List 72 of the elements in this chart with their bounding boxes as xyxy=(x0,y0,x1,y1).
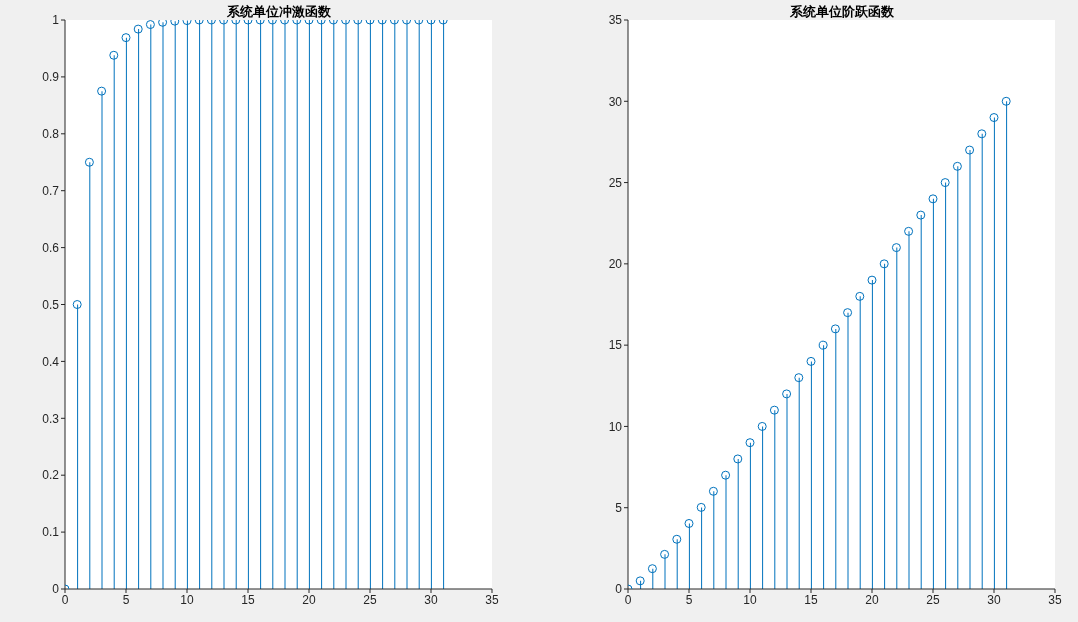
point xyxy=(672,534,682,544)
point xyxy=(952,161,962,171)
y-tick-label: 0.1 xyxy=(42,525,60,540)
point xyxy=(794,373,804,383)
x-tick-label: 10 xyxy=(743,592,757,607)
point xyxy=(940,178,950,188)
y-tick-label: 0.6 xyxy=(42,240,60,255)
y-tick-label: 15 xyxy=(608,338,623,353)
point xyxy=(782,389,792,399)
x-tick-label: 25 xyxy=(363,592,377,607)
y-tick-label: 0.5 xyxy=(42,297,60,312)
point xyxy=(708,486,718,496)
x-tick-label: 25 xyxy=(926,592,940,607)
point xyxy=(818,340,828,350)
point xyxy=(989,113,999,123)
point xyxy=(855,291,865,301)
x-tick-label: 35 xyxy=(485,592,499,607)
y-tick-label: 0.7 xyxy=(42,183,60,198)
x-tick-label: 30 xyxy=(987,592,1001,607)
point xyxy=(977,129,987,139)
point xyxy=(806,356,816,366)
point xyxy=(684,518,694,528)
point xyxy=(72,300,82,309)
x-tick-label: 5 xyxy=(685,592,693,607)
point xyxy=(1001,96,1011,106)
x-tick-label: 15 xyxy=(241,592,255,607)
point xyxy=(158,20,168,27)
point xyxy=(891,243,901,253)
x-tick-label: 20 xyxy=(302,592,316,607)
y-tick-label: 0.8 xyxy=(42,127,60,142)
x-tick-label: 30 xyxy=(424,592,438,607)
chart-title: 系统单位冲激函数 xyxy=(225,3,332,21)
chart-title: 系统单位阶跃函数 xyxy=(788,3,895,21)
point xyxy=(879,259,889,269)
point xyxy=(904,226,914,236)
y-tick-label: 25 xyxy=(608,175,623,190)
point xyxy=(660,549,670,559)
point xyxy=(84,157,94,167)
point xyxy=(696,502,706,512)
y-tick-label: 1 xyxy=(52,13,60,28)
y-tick-label: 30 xyxy=(608,94,623,109)
point xyxy=(769,405,779,415)
point xyxy=(745,438,755,448)
y-tick-label: 35 xyxy=(608,13,623,28)
point xyxy=(635,576,645,586)
y-tick-label: 10 xyxy=(608,419,623,434)
point xyxy=(843,308,853,318)
point xyxy=(757,421,767,431)
y-tick-label: 0.3 xyxy=(42,411,60,426)
y-tick-label: 20 xyxy=(608,257,623,272)
y-tick-label: 0.2 xyxy=(42,468,60,483)
y-tick-label: 0.9 xyxy=(42,70,60,85)
y-tick-label: 0 xyxy=(615,582,623,597)
y-tick-label: 5 xyxy=(615,500,623,515)
point xyxy=(928,194,938,204)
point xyxy=(145,20,155,30)
point xyxy=(830,324,840,334)
point xyxy=(733,454,743,464)
point xyxy=(867,275,877,285)
point xyxy=(97,86,107,96)
x-tick-label: 35 xyxy=(1048,592,1062,607)
x-tick-label: 20 xyxy=(865,592,879,607)
point xyxy=(965,145,975,155)
point xyxy=(721,470,731,480)
x-tick-label: 10 xyxy=(180,592,194,607)
point xyxy=(647,564,657,574)
x-tick-label: 15 xyxy=(804,592,818,607)
y-tick-label: 0.4 xyxy=(42,354,60,369)
point xyxy=(916,210,926,220)
x-tick-label: 5 xyxy=(122,592,130,607)
point xyxy=(121,33,131,43)
y-tick-label: 0 xyxy=(52,582,60,597)
